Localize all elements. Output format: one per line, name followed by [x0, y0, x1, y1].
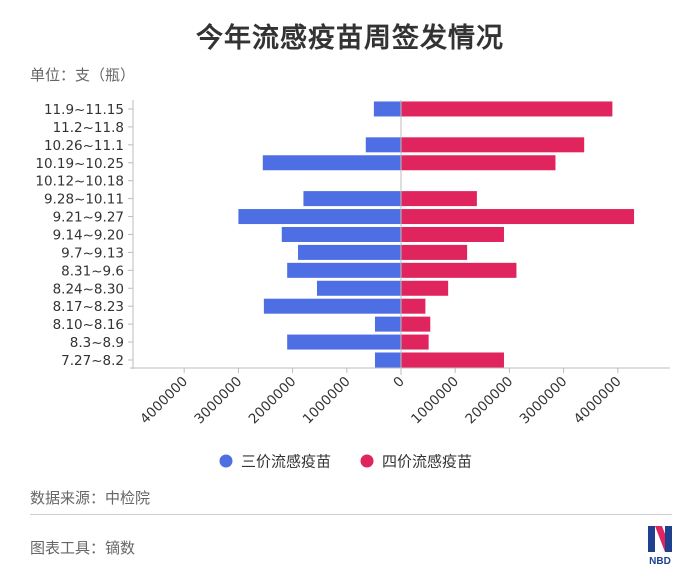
quadrivalent-bar — [401, 316, 431, 332]
quadrivalent-bar — [401, 298, 426, 314]
category-label: 11.9~11.15 — [44, 102, 124, 118]
quadrivalent-bar — [401, 191, 477, 207]
trivalent-bar — [374, 352, 401, 368]
category-label: 10.12~10.18 — [35, 174, 124, 190]
category-label: 9.28~10.11 — [44, 192, 124, 208]
category-label: 7.27~8.2 — [61, 353, 124, 369]
category-label: 9.21~9.27 — [53, 210, 124, 226]
trivalent-bar — [316, 280, 401, 296]
trivalent-bar — [281, 226, 401, 242]
x-tick-label: 2000000 — [462, 374, 516, 428]
quadrivalent-bar — [401, 155, 556, 171]
category-label: 8.31~9.6 — [61, 263, 124, 279]
unit-label: 单位：支（瓶） — [30, 66, 136, 84]
trivalent-bar — [263, 298, 401, 314]
x-tick-label: 1000000 — [408, 374, 462, 428]
x-tick-label: 4000000 — [571, 374, 625, 428]
chart-title: 今年流感疫苗周签发情况 — [196, 23, 504, 54]
category-label: 8.3~8.9 — [70, 335, 124, 351]
quadrivalent-bar — [401, 334, 429, 350]
x-tick-label: 3000000 — [191, 374, 245, 428]
category-label: 8.17~8.23 — [53, 299, 124, 315]
trivalent-bar — [298, 244, 401, 260]
divider — [30, 514, 672, 515]
trivalent-bar — [287, 334, 401, 350]
chart-tool-credit: 图表工具：镝数 — [30, 539, 136, 557]
x-tick-label: 3000000 — [517, 374, 571, 428]
legend-trivalent-label: 三价流感疫苗 — [241, 453, 331, 471]
x-tick-label: 0 — [390, 374, 407, 391]
trivalent-bar — [287, 262, 401, 278]
quadrivalent-bar — [401, 262, 517, 278]
quadrivalent-bar — [401, 280, 449, 296]
trivalent-bar — [373, 101, 401, 117]
category-label: 10.19~10.25 — [35, 156, 124, 172]
trivalent-bar — [365, 137, 401, 153]
legend-quadrivalent-marker — [360, 454, 374, 468]
quadrivalent-bar — [401, 352, 504, 368]
category-label: 10.26~11.1 — [44, 138, 124, 154]
category-label: 8.24~8.30 — [53, 281, 124, 297]
x-tick-label: 1000000 — [300, 374, 354, 428]
trivalent-bar — [262, 155, 401, 171]
category-label: 11.2~11.8 — [53, 120, 124, 136]
category-label: 9.14~9.20 — [53, 227, 124, 243]
quadrivalent-bar — [401, 209, 635, 225]
trivalent-bar — [238, 209, 401, 225]
category-label: 9.7~9.13 — [61, 245, 124, 261]
quadrivalent-bar — [401, 226, 504, 242]
data-source: 数据来源：中检院 — [30, 489, 151, 507]
quadrivalent-bar — [401, 137, 585, 153]
trivalent-bar — [303, 191, 401, 207]
legend-quadrivalent-label: 四价流感疫苗 — [382, 453, 472, 471]
category-label: 8.10~8.16 — [53, 317, 124, 333]
quadrivalent-bar — [401, 244, 468, 260]
butterfly-bar-chart: 11.9~11.15 11.2~11.8 10.26~11.1 10.19~10.25… — [35, 100, 670, 471]
logo-text: NBD — [649, 556, 671, 567]
x-tick-label: 4000000 — [137, 374, 191, 428]
x-tick-label: 2000000 — [246, 374, 300, 428]
legend-trivalent-marker — [219, 454, 233, 468]
trivalent-bar — [374, 316, 401, 332]
nbd-logo-icon: NBD — [648, 526, 672, 567]
quadrivalent-bar — [401, 101, 613, 117]
